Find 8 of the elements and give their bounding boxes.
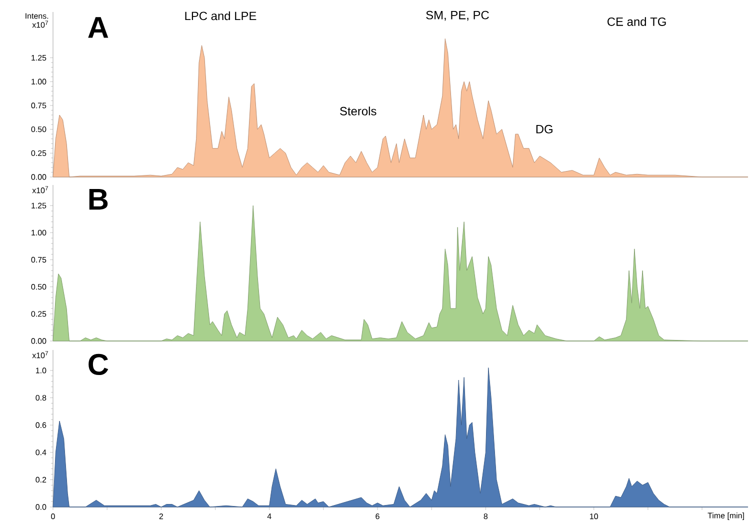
annotation: CE and TG (608, 17, 666, 26)
chart-title: A (88, 17, 108, 38)
annotation: SM, PE, PC (426, 10, 489, 21)
annotation: Sterols (340, 106, 376, 116)
chart-title: C (88, 354, 108, 376)
chart-title: B (89, 189, 108, 210)
annotation: DG (536, 124, 552, 134)
annotation: LPC and LPE (185, 11, 256, 20)
